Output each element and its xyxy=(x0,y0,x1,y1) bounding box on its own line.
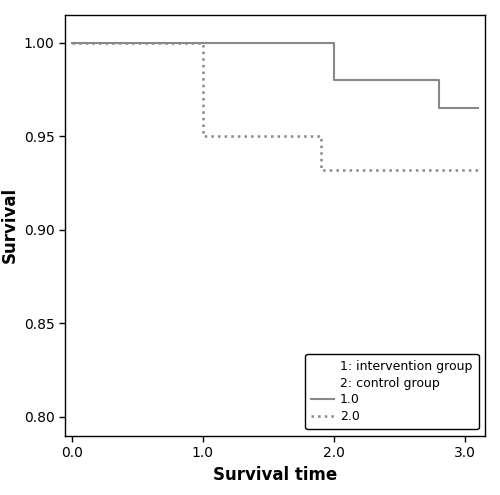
X-axis label: Survival time: Survival time xyxy=(213,466,337,484)
Y-axis label: Survival: Survival xyxy=(0,187,18,263)
Legend: 1: intervention group, 2: control group, 1.0, 2.0: 1: intervention group, 2: control group,… xyxy=(305,353,479,429)
